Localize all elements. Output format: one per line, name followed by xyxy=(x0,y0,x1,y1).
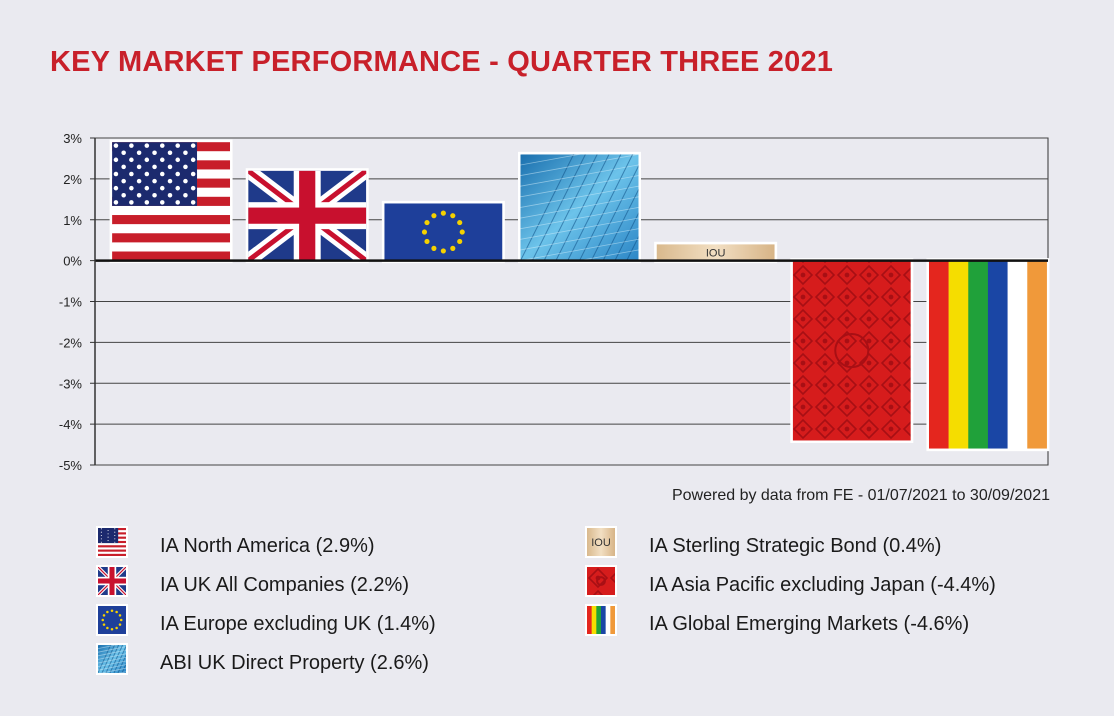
y-tick-label: 3% xyxy=(63,131,82,146)
legend-item: IA North America (2.9%) xyxy=(96,526,436,565)
legend-swatch-graphic xyxy=(98,645,126,673)
y-tick-label: -1% xyxy=(59,295,83,310)
legend-item: IA Asia Pacific excluding Japan (-4.4%) xyxy=(585,565,996,604)
legend-swatch-graphic xyxy=(98,606,126,634)
iou-annotation: IOU xyxy=(591,537,611,549)
data-source-note: Powered by data from FE - 01/07/2021 to … xyxy=(671,487,1050,504)
y-tick-label: 2% xyxy=(63,172,82,187)
legend-left: IA North America (2.9%) IA UK All Compan… xyxy=(96,526,436,682)
y-tick-label: -2% xyxy=(59,335,83,350)
legend-label: IA Sterling Strategic Bond (0.4%) xyxy=(649,535,942,557)
legend-item: ABI UK Direct Property (2.6%) xyxy=(96,643,436,682)
legend-swatch-graphic xyxy=(587,567,615,595)
iou-annotation: IOU xyxy=(706,247,726,259)
bar xyxy=(245,168,369,264)
y-tick-label: -3% xyxy=(59,376,83,391)
bar xyxy=(518,151,641,264)
bar xyxy=(381,200,505,264)
legend-label: IA UK All Companies (2.2%) xyxy=(160,574,409,596)
legend-swatch-graphic xyxy=(98,567,126,595)
property-building-icon xyxy=(96,643,128,675)
y-tick-label: 1% xyxy=(63,213,82,228)
iou-note-icon: IOU xyxy=(585,526,617,558)
legend-item: IA UK All Companies (2.2%) xyxy=(96,565,436,604)
chart-title: KEY MARKET PERFORMANCE - QUARTER THREE 2… xyxy=(50,46,834,78)
y-tick-label: -4% xyxy=(59,417,83,432)
us-flag-icon xyxy=(96,526,128,558)
bar: IOU xyxy=(654,241,778,264)
legend-item: IA Global Emerging Markets (-4.6%) xyxy=(585,604,996,643)
legend-label: IA Asia Pacific excluding Japan (-4.4%) xyxy=(649,574,996,596)
legend-label: IA Europe excluding UK (1.4%) xyxy=(160,613,436,635)
legend-label: IA North America (2.9%) xyxy=(160,535,375,557)
legend-swatch-graphic xyxy=(98,528,126,556)
bar xyxy=(926,258,1050,452)
y-tick-label: -5% xyxy=(59,458,83,473)
legend-label: ABI UK Direct Property (2.6%) xyxy=(160,652,429,674)
legend-label: IA Global Emerging Markets (-4.6%) xyxy=(649,613,970,635)
uk-flag-icon xyxy=(96,565,128,597)
bar xyxy=(109,139,233,264)
legend-swatch-graphic xyxy=(587,606,615,634)
eu-flag-icon xyxy=(96,604,128,636)
legend-right: IOU IA Sterling Strategic Bond (0.4%) IA… xyxy=(585,526,996,643)
y-tick-label: 0% xyxy=(63,254,82,269)
bar xyxy=(790,258,914,443)
rainbow-stripes-icon xyxy=(585,604,617,636)
legend-item: IA Europe excluding UK (1.4%) xyxy=(96,604,436,643)
asia-pattern-icon xyxy=(585,565,617,597)
legend-swatch-graphic: IOU xyxy=(587,528,615,556)
legend-item: IOU IA Sterling Strategic Bond (0.4%) xyxy=(585,526,996,565)
